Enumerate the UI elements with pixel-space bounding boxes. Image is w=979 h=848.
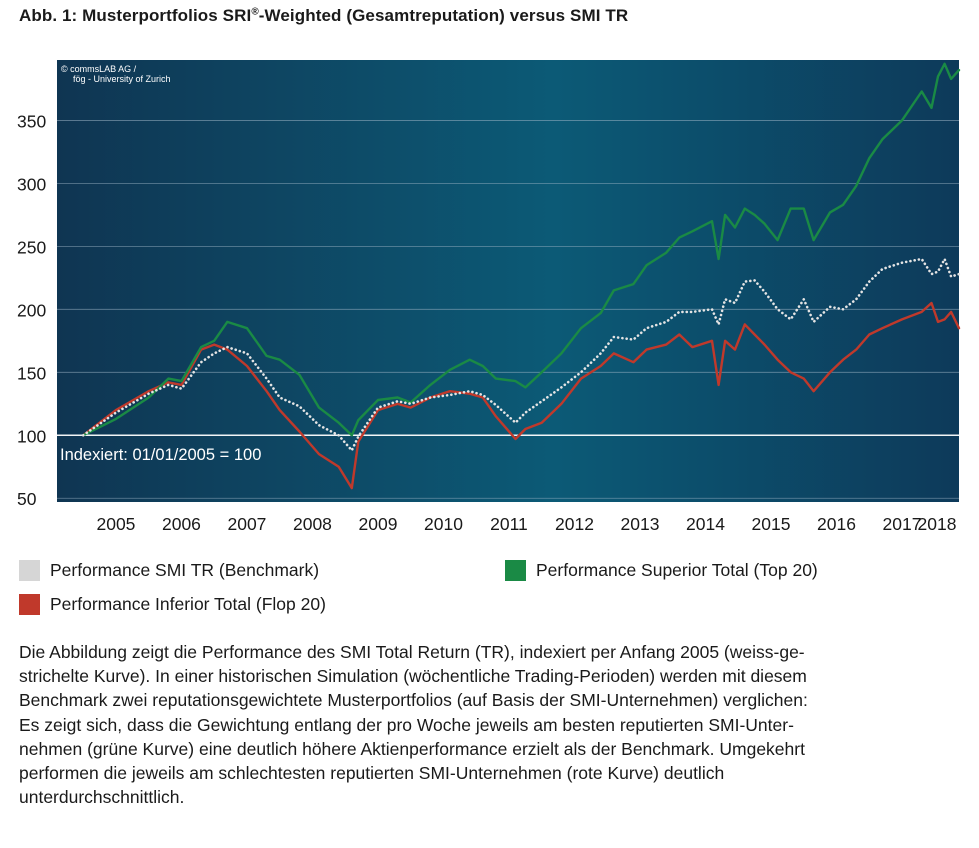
x-tick-label: 2016 xyxy=(817,514,856,534)
legend-swatch-superior xyxy=(505,560,526,581)
legend-label-benchmark: Performance SMI TR (Benchmark) xyxy=(50,560,320,580)
x-axis-ticks: 2005 2006 2007 2008 2009 2010 2011 2012 2013 2014… xyxy=(96,514,956,534)
caption-line: unterdurchschnittlich. xyxy=(19,787,185,808)
y-tick-label: 150 xyxy=(17,363,46,383)
x-tick-label: 2011 xyxy=(490,514,528,534)
x-tick-label: 2013 xyxy=(621,514,660,534)
source-note-line-1: © commsLAB AG / xyxy=(61,64,137,74)
legend-item-superior: Performance Superior Total (Top 20) xyxy=(505,560,818,581)
x-tick-label: 2015 xyxy=(752,514,791,534)
x-tick-label: 2009 xyxy=(359,514,398,534)
figure-caption: Die Abbildung zeigt die Performance des … xyxy=(19,640,964,809)
index-annotation: Indexiert: 01/01/2005 = 100 xyxy=(60,446,261,464)
caption-line: Benchmark zwei reputationsgewichtete Mus… xyxy=(19,690,808,711)
series-line-superior xyxy=(81,62,961,437)
caption-line: performen die jeweils am schlechtesten r… xyxy=(19,763,725,784)
caption-line: nehmen (grüne Kurve) eine deutlich höher… xyxy=(19,738,805,759)
legend-swatch-inferior xyxy=(19,594,40,615)
x-tick-label: 2007 xyxy=(227,514,266,534)
legend-item-benchmark: Performance SMI TR (Benchmark) xyxy=(19,560,319,581)
x-tick-label: 2005 xyxy=(96,514,135,534)
x-tick-label: 2014 xyxy=(686,514,725,534)
legend-item-inferior: Performance Inferior Total (Flop 20) xyxy=(19,594,326,615)
x-tick-label: 2012 xyxy=(555,514,594,534)
x-tick-label: 2008 xyxy=(293,514,332,534)
legend-label-superior: Performance Superior Total (Top 20) xyxy=(536,560,818,580)
series-lines xyxy=(81,62,961,490)
y-tick-label: 50 xyxy=(17,489,37,509)
source-note-line-2: fög - University of Zurich xyxy=(73,74,171,84)
y-tick-label: 200 xyxy=(17,300,46,320)
caption-line: strichelte Kurve). In einer historischen… xyxy=(19,666,807,687)
x-tick-label: 2006 xyxy=(162,514,201,534)
caption-line: Es zeigt sich, dass die Gewichtung entla… xyxy=(19,714,794,735)
y-tick-label: 100 xyxy=(17,426,46,446)
gridlines xyxy=(57,120,959,499)
legend-label-inferior: Performance Inferior Total (Flop 20) xyxy=(50,594,326,614)
x-tick-label: 2010 xyxy=(424,514,463,534)
series-line-inferior xyxy=(81,301,961,490)
plot-background xyxy=(57,60,959,502)
chart-title: Abb. 1: Musterportfolios SRI®-Weighted (… xyxy=(19,6,629,25)
x-tick-label: 2018 xyxy=(918,514,957,534)
y-tick-label: 350 xyxy=(17,111,46,131)
legend-swatch-benchmark xyxy=(19,560,40,581)
y-tick-label: 300 xyxy=(17,174,46,194)
caption-line: Die Abbildung zeigt die Performance des … xyxy=(19,642,805,662)
y-tick-label: 250 xyxy=(17,237,46,257)
x-tick-label: 2017 xyxy=(883,514,922,534)
y-axis-ticks: 50 100 150 200 250 300 350 xyxy=(17,111,46,509)
series-line-benchmark xyxy=(81,257,961,452)
